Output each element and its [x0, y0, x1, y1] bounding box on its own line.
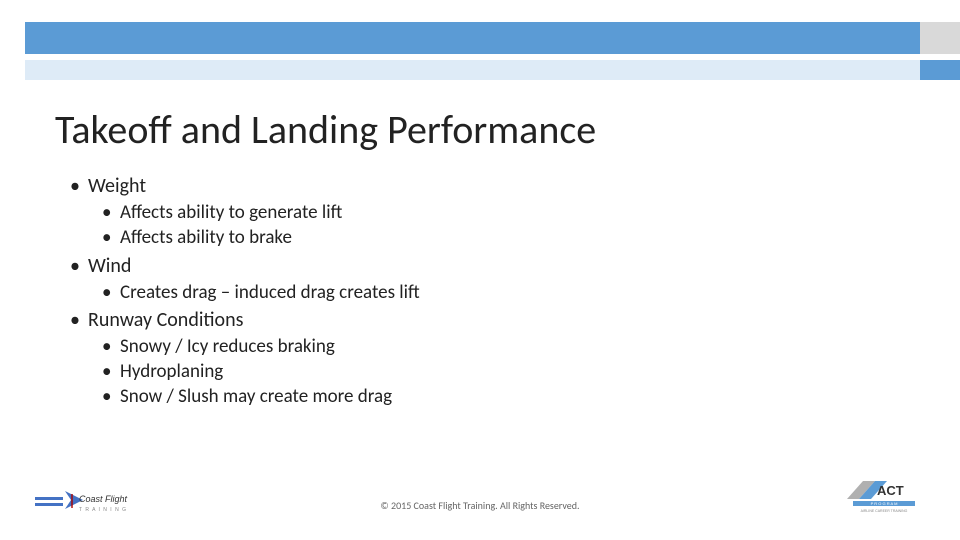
bullet-l2-label: Snow / Slush may create more drag	[120, 385, 392, 408]
bullet-l2: •Hydroplaning	[102, 360, 920, 384]
bullet-l1-label: Runway Conditions	[88, 308, 243, 332]
svg-text:Coast Flight: Coast Flight	[79, 494, 128, 504]
svg-text:ACT: ACT	[877, 483, 904, 498]
bullet-l1: •Weight	[70, 174, 920, 199]
header-bar-light	[25, 60, 935, 80]
bullet-l1-label: Weight	[88, 174, 146, 198]
slide-content: •Weight •Affects ability to generate lif…	[70, 170, 920, 410]
bullet-l2-label: Hydroplaning	[120, 360, 223, 383]
bullet-l2-label: Affects ability to generate lift	[120, 201, 342, 224]
bullet-l2: •Snowy / Icy reduces braking	[102, 335, 920, 359]
svg-text:AIRLINE CAREER TRAINING: AIRLINE CAREER TRAINING	[861, 509, 908, 513]
svg-text:T R A I N I N G: T R A I N I N G	[79, 507, 127, 513]
bullet-l2-label: Snowy / Icy reduces braking	[120, 335, 335, 358]
act-program-logo: ACT P R O G R A M AIRLINE CAREER TRAININ…	[845, 477, 925, 522]
bullet-l1-label: Wind	[88, 254, 131, 278]
bullet-l2: •Creates drag – induced drag creates lif…	[102, 281, 920, 305]
bullet-l2-label: Creates drag – induced drag creates lift	[120, 281, 420, 304]
bullet-l1: •Runway Conditions	[70, 308, 920, 333]
bullet-l1: •Wind	[70, 254, 920, 279]
svg-text:P R O G R A M: P R O G R A M	[871, 501, 898, 506]
bullet-l2-label: Affects ability to brake	[120, 226, 292, 249]
coast-flight-logo: Coast Flight T R A I N I N G	[35, 483, 145, 522]
header-bar-dark	[25, 22, 935, 54]
bullet-l2: •Snow / Slush may create more drag	[102, 385, 920, 409]
bullet-l2: •Affects ability to generate lift	[102, 201, 920, 225]
header-bars	[0, 0, 960, 80]
slide-title: Takeoff and Landing Performance	[55, 105, 596, 154]
bullet-l2: •Affects ability to brake	[102, 226, 920, 250]
